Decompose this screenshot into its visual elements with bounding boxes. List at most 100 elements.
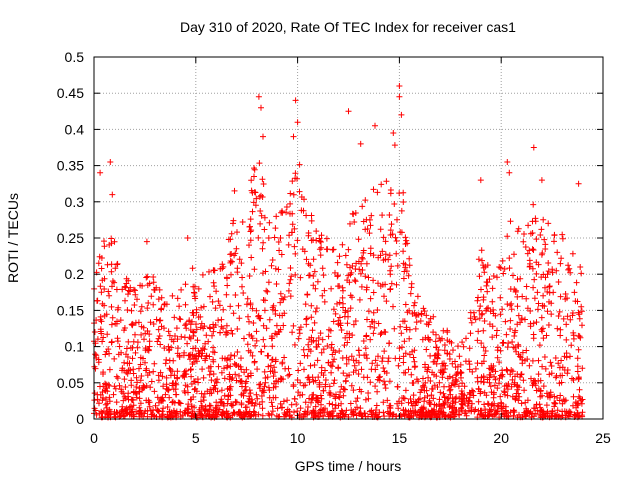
- data-point: [230, 310, 237, 317]
- data-point: [232, 362, 239, 368]
- data-point: [340, 304, 346, 311]
- data-point: [578, 308, 585, 315]
- data-point: [324, 409, 331, 416]
- data-point: [341, 412, 348, 419]
- data-point: [190, 394, 197, 400]
- data-point: [352, 318, 359, 324]
- data-point: [310, 408, 317, 415]
- data-point: [260, 181, 267, 187]
- data-point: [271, 234, 278, 241]
- data-point: [383, 298, 390, 305]
- data-point: [259, 176, 266, 183]
- data-point: [236, 372, 242, 379]
- data-point: [539, 302, 546, 309]
- data-point: [265, 410, 272, 417]
- data-point: [221, 375, 228, 382]
- data-point: [519, 293, 526, 300]
- data-point: [481, 318, 488, 324]
- data-point: [570, 335, 577, 342]
- data-point: [253, 195, 260, 202]
- data-point: [123, 410, 130, 417]
- data-point: [540, 335, 547, 342]
- data-point: [394, 383, 401, 390]
- data-point: [546, 289, 553, 296]
- data-point: [428, 392, 435, 399]
- data-point: [154, 338, 161, 345]
- data-point: [179, 373, 186, 380]
- data-point: [125, 367, 132, 373]
- data-point: [291, 243, 298, 250]
- data-point: [480, 358, 487, 365]
- data-point: [455, 383, 462, 390]
- data-point: [232, 250, 239, 257]
- data-point: [263, 325, 270, 332]
- data-point: [187, 367, 194, 373]
- data-point: [249, 335, 256, 342]
- data-point: [435, 408, 442, 415]
- data-point: [150, 368, 157, 375]
- data-point: [236, 256, 243, 263]
- data-point: [104, 331, 111, 338]
- data-point: [220, 306, 227, 313]
- data-point: [277, 400, 284, 407]
- data-point: [189, 413, 196, 420]
- data-point: [130, 402, 137, 409]
- data-point: [194, 358, 200, 365]
- data-point: [347, 220, 353, 227]
- data-point: [487, 371, 494, 378]
- data-point: [109, 191, 116, 198]
- data-point: [557, 293, 564, 300]
- data-point: [113, 320, 120, 327]
- data-point: [218, 316, 225, 323]
- data-point: [275, 266, 282, 273]
- data-point: [232, 292, 239, 298]
- data-point: [229, 375, 236, 381]
- data-point: [251, 402, 258, 409]
- data-point: [548, 412, 555, 419]
- data-point: [412, 402, 419, 409]
- data-point: [224, 275, 230, 282]
- x-axis-label: GPS time / hours: [295, 458, 402, 474]
- data-point: [381, 348, 388, 355]
- data-point: [570, 393, 577, 400]
- data-point: [272, 265, 279, 272]
- data-point: [367, 379, 374, 386]
- data-point: [515, 397, 522, 404]
- data-point: [296, 161, 303, 168]
- data-point: [386, 252, 393, 259]
- data-point: [233, 245, 240, 252]
- data-point: [514, 386, 521, 393]
- data-point: [94, 297, 100, 304]
- data-point: [335, 365, 342, 372]
- y-tick-label: 0.35: [57, 158, 84, 174]
- data-point: [118, 388, 125, 395]
- data-point: [219, 412, 226, 419]
- data-point: [489, 298, 496, 305]
- x-tick-label: 5: [192, 430, 200, 446]
- data-point: [433, 373, 440, 380]
- data-point: [318, 401, 324, 408]
- axis-ticks: 0 0.05 0.1 0.15 0.2 0.25 0.3 0.35 0.4 0.45 0.5 0 5 10…: [57, 49, 611, 446]
- data-point: [463, 335, 469, 342]
- data-point: [356, 296, 363, 303]
- data-point: [113, 286, 120, 293]
- data-point: [229, 330, 236, 337]
- data-point: [533, 259, 540, 266]
- data-point: [519, 349, 526, 356]
- data-point: [486, 407, 493, 414]
- data-point: [529, 382, 536, 389]
- data-point: [186, 318, 193, 325]
- data-point: [289, 229, 296, 236]
- data-point: [362, 396, 369, 403]
- data-point: [552, 355, 559, 361]
- data-point: [192, 295, 199, 302]
- data-point: [227, 303, 234, 310]
- data-point: [488, 362, 495, 369]
- data-point: [255, 234, 262, 241]
- data-point: [169, 399, 176, 406]
- data-point: [381, 413, 388, 420]
- data-point: [239, 219, 246, 225]
- data-point: [511, 286, 518, 293]
- data-point: [156, 317, 163, 324]
- data-point: [108, 321, 115, 328]
